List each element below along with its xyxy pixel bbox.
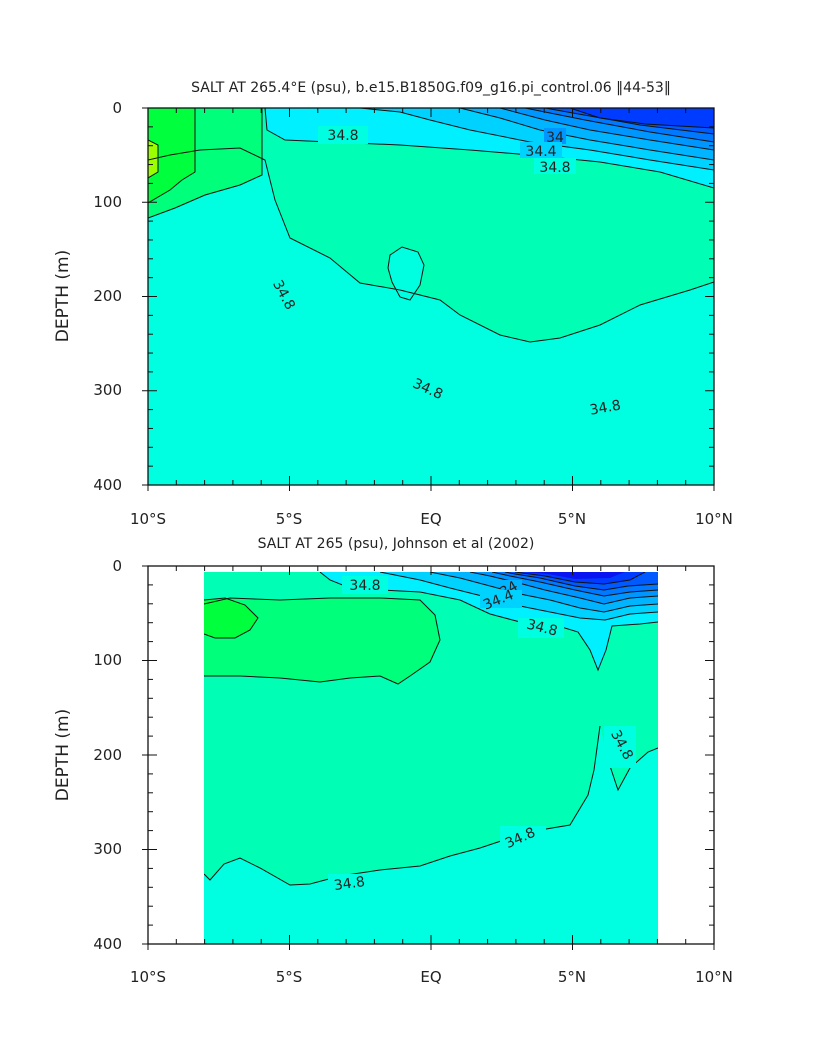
contour-label-bg — [500, 826, 546, 850]
x-tick-label: 5°N — [558, 510, 586, 528]
y-tick-label: 100 — [93, 651, 122, 669]
region-spring-green — [204, 598, 440, 684]
contour-label-bg — [520, 142, 562, 158]
contour-label-bg — [604, 726, 636, 768]
contour-line — [359, 108, 714, 171]
y-tick-label: 200 — [93, 746, 122, 764]
contour-label-bg — [480, 590, 522, 608]
contour-line — [148, 108, 196, 204]
contour-line — [544, 108, 714, 135]
panel-bottom-contour-labels: 34.8 34 34.4 34.8 34.8 34.8 34.8 — [328, 576, 636, 894]
region-anomaly-patch — [388, 247, 424, 300]
panel-bottom-title: SALT AT 265 (psu), Johnson et al (2002) — [258, 536, 535, 552]
contour-line — [204, 597, 441, 685]
contour-line — [148, 108, 263, 219]
contour-line — [514, 572, 646, 585]
contour-line — [264, 108, 714, 189]
y-tick-label: 300 — [93, 840, 122, 858]
y-tick-label: 200 — [93, 287, 122, 305]
contour-label-bg — [318, 126, 368, 144]
y-tick-label: 300 — [93, 381, 122, 399]
contour-label-bg — [534, 158, 576, 174]
contour-line — [429, 572, 658, 613]
region-blue-4 — [570, 108, 714, 128]
contour-label: 34.8 — [539, 160, 570, 176]
contour-label-bg — [342, 576, 388, 594]
region-green — [148, 108, 195, 203]
y-tick-label: 400 — [93, 935, 122, 953]
x-tick-label: 5°S — [276, 968, 303, 986]
panel-bottom-contour-lines — [204, 572, 658, 886]
panel-bottom-axes — [142, 565, 715, 950]
contour-line — [204, 597, 259, 639]
x-tick-label: 10°S — [130, 968, 166, 986]
panel-top-y-label: DEPTH (m) — [53, 250, 73, 342]
contour-label: 34.8 — [589, 397, 622, 418]
x-tick-label: 10°N — [695, 968, 733, 986]
contour-line — [569, 108, 714, 129]
x-tick-label: EQ — [420, 968, 441, 986]
contour-line — [204, 725, 601, 886]
contour-line — [469, 572, 658, 605]
contour-line — [499, 108, 714, 151]
panel-top-axes — [142, 107, 715, 491]
contour-label: 34.8 — [333, 874, 366, 894]
contour-line — [491, 572, 658, 597]
panel-bottom: SALT AT 265 (psu), Johnson et al (2002) — [53, 536, 733, 986]
y-tick-label: 400 — [93, 476, 122, 494]
y-tick-label: 0 — [112, 557, 122, 575]
contour-line — [148, 147, 714, 343]
x-tick-label: 10°S — [130, 510, 166, 528]
x-tick-label: 5°S — [276, 510, 303, 528]
panel-top-contour-fill — [148, 108, 714, 485]
contour-label-bg — [328, 874, 372, 894]
region-blue-5 — [525, 572, 625, 579]
x-tick-label: 5°N — [558, 968, 586, 986]
contour-line — [148, 139, 159, 179]
contour-label: 34.8 — [349, 578, 380, 594]
x-tick-label: 10°N — [695, 510, 733, 528]
contour-label: 34.4 — [525, 144, 556, 160]
contour-label-bg — [584, 398, 628, 416]
panel-top-contour-lines — [148, 108, 714, 343]
contour-label-bg — [268, 274, 288, 320]
contour-line — [524, 108, 714, 143]
contour-label: 34.8 — [327, 128, 358, 144]
panel-top: SALT AT 265.4°E (psu), b.e15.B1850G.f09_… — [53, 80, 733, 528]
panel-bottom-contour-fill — [204, 572, 658, 944]
panel-top-title: SALT AT 265.4°E (psu), b.e15.B1850G.f09_… — [191, 80, 671, 96]
contour-line — [387, 246, 425, 301]
contour-label-bg — [404, 380, 448, 398]
y-tick-label: 100 — [93, 193, 122, 211]
panel-top-contour-labels: 34.8 34 34.4 34.8 34.8 34.8 34.8 — [268, 126, 628, 419]
panel-bottom-y-label: DEPTH (m) — [53, 709, 73, 801]
contour-line — [379, 572, 658, 621]
contour-label: 34.8 — [525, 617, 559, 640]
x-tick-label: EQ — [420, 510, 441, 528]
region-green — [204, 598, 258, 638]
contour-line — [504, 572, 658, 591]
y-tick-label: 0 — [112, 99, 122, 117]
contour-label-bg — [544, 128, 566, 144]
contour-label-bg — [518, 618, 564, 638]
